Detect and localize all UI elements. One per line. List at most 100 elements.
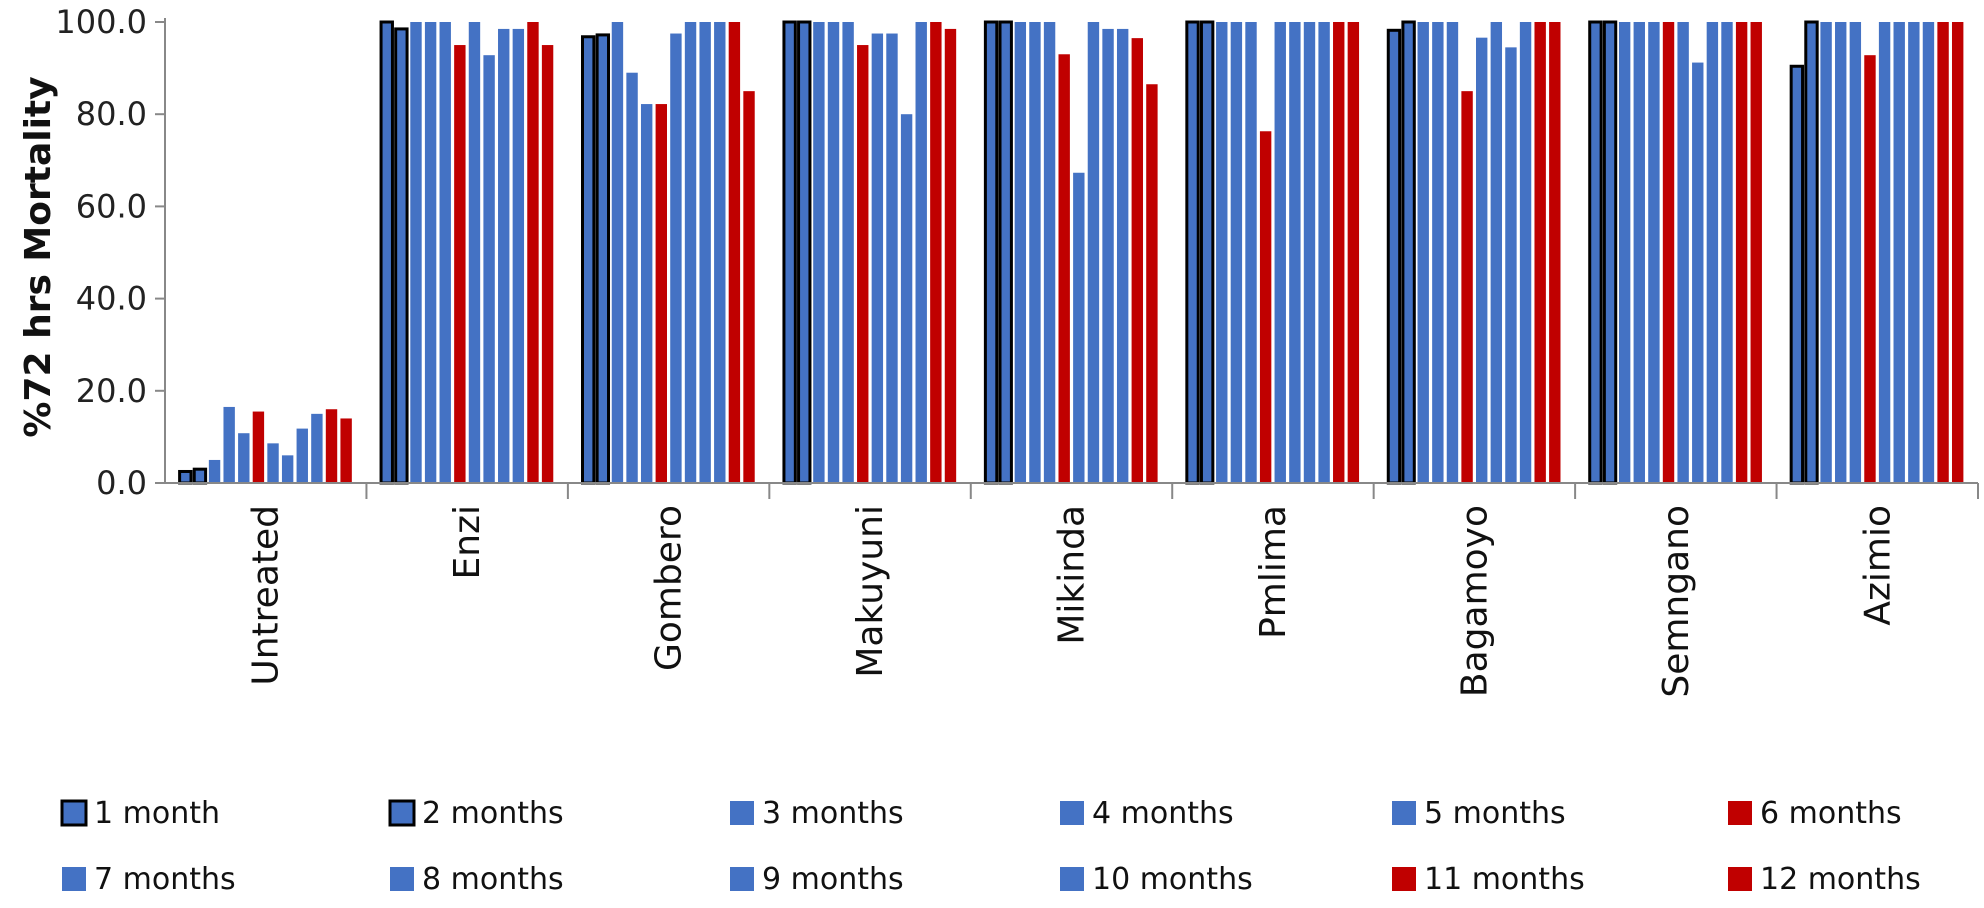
category-label: Pmlima (1253, 505, 1294, 639)
bar (1386, 28, 1402, 485)
legend-swatch (1392, 801, 1416, 825)
bar (1058, 54, 1070, 484)
bar (311, 413, 323, 483)
bar (1588, 20, 1603, 485)
bar (1029, 22, 1041, 483)
bar (1289, 22, 1301, 483)
bar (655, 104, 667, 483)
legend-label: 8 months (422, 862, 564, 897)
category-label: Mikinda (1052, 505, 1093, 645)
legend-label: 2 months (422, 796, 564, 831)
bar (1087, 22, 1100, 483)
bar (1245, 22, 1257, 483)
legend-label: 1 month (94, 796, 220, 831)
bar (782, 20, 797, 485)
bar (900, 114, 913, 483)
legend-swatch (60, 799, 88, 827)
bar (670, 33, 682, 483)
legend-swatch (730, 867, 754, 891)
bar (1893, 22, 1905, 483)
legend-label: 7 months (94, 862, 236, 897)
bar (1878, 22, 1891, 483)
bar (1633, 22, 1645, 483)
category-label: Enzi (447, 505, 488, 579)
y-tick-label: 100.0 (55, 3, 147, 41)
bar (1721, 22, 1733, 483)
bar (1789, 64, 1805, 485)
bar (684, 22, 697, 483)
bar (827, 22, 840, 483)
bar (325, 409, 338, 483)
category-label: Azimio (1857, 505, 1898, 626)
bar (1014, 22, 1027, 483)
legend-label: 3 months (762, 796, 904, 831)
bar (1835, 22, 1847, 483)
bar (1259, 131, 1272, 483)
legend-label: 11 months (1424, 862, 1585, 897)
bar (1476, 37, 1488, 484)
bar (714, 22, 726, 483)
bar (1401, 20, 1416, 485)
bar (1951, 22, 1964, 483)
bar (728, 22, 741, 483)
bar (439, 22, 451, 483)
bar (1505, 47, 1517, 484)
bar (581, 35, 596, 485)
bar (208, 459, 221, 483)
bar (1230, 22, 1243, 483)
bar (1102, 28, 1114, 483)
bar (238, 433, 250, 483)
y-axis-title: %72 hrs Mortality (18, 76, 59, 437)
bar (886, 33, 898, 483)
bar (512, 28, 525, 483)
bar (743, 91, 755, 484)
bar (1534, 22, 1546, 483)
bar (468, 22, 481, 483)
bar (1446, 22, 1459, 483)
bar (797, 20, 812, 485)
bar (1662, 22, 1675, 483)
legend-swatch (388, 799, 416, 827)
bar (871, 33, 884, 483)
y-tick-label: 60.0 (76, 187, 147, 225)
bar (1131, 38, 1143, 483)
legend-label: 9 months (762, 862, 904, 897)
bar (483, 55, 495, 483)
category-label: Gombero (649, 505, 690, 671)
legend-swatch (62, 867, 86, 891)
bar (1216, 22, 1228, 483)
bar (1432, 22, 1444, 483)
bar (1820, 22, 1832, 483)
bar (626, 72, 638, 484)
y-tick-label: 40.0 (76, 280, 147, 318)
bar (252, 411, 265, 483)
bar (1922, 22, 1935, 483)
bar (1677, 22, 1689, 483)
bar (1199, 20, 1215, 485)
bar (813, 22, 825, 483)
bar (699, 22, 711, 483)
legend-swatch (1060, 867, 1084, 891)
bar (1490, 22, 1503, 483)
bar (1519, 22, 1532, 483)
bar (1735, 22, 1748, 483)
legend-label: 5 months (1424, 796, 1566, 831)
legend-swatch (1392, 867, 1416, 891)
legend-label: 12 months (1760, 862, 1921, 897)
bar (527, 22, 539, 483)
bar (857, 45, 869, 484)
bar (410, 22, 422, 483)
bar (1804, 20, 1819, 485)
bar (1648, 22, 1660, 483)
bar (454, 45, 466, 484)
bar (1602, 20, 1618, 485)
bar (1146, 84, 1158, 484)
bar (915, 22, 927, 483)
bars (178, 20, 1964, 485)
bar (178, 469, 193, 485)
bar (983, 20, 999, 485)
bar (611, 22, 624, 483)
bar (1692, 62, 1704, 483)
y-tick-label: 0.0 (96, 464, 147, 502)
bar (267, 443, 279, 483)
